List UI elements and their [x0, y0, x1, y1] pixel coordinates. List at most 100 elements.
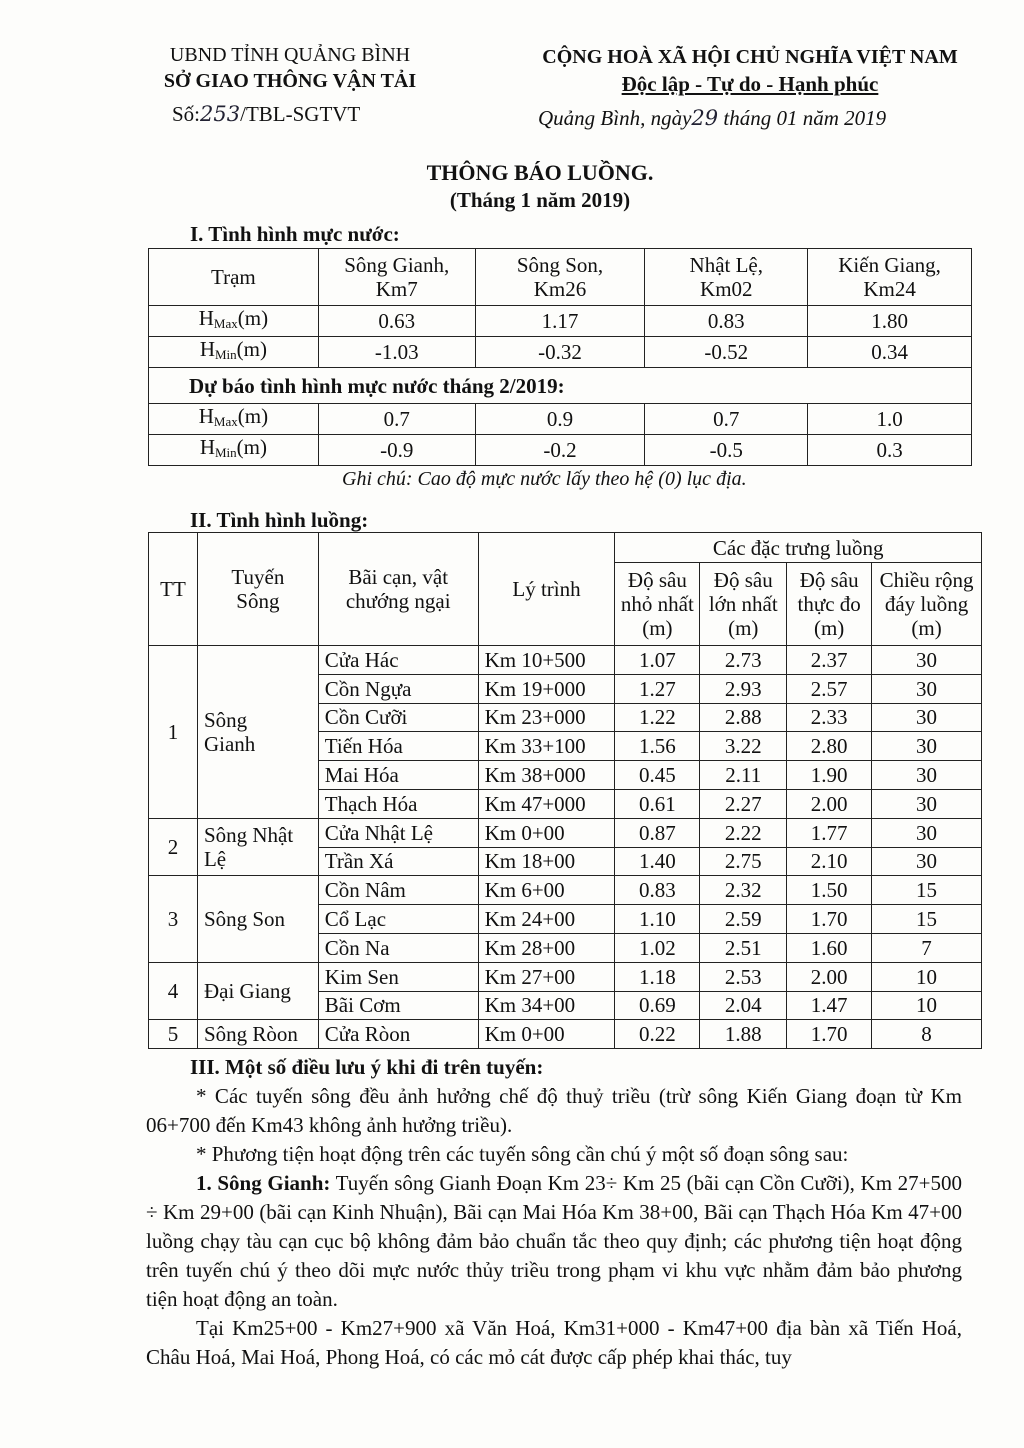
cell: -0.32	[474, 336, 646, 368]
actual-depth-cell: 1.50	[786, 875, 873, 906]
shoal-cell: Cửa Ròon	[317, 1019, 479, 1050]
table-row: 5 Sông Ròon Cửa Ròon Km 0+00 0.22 1.88 1.70 8	[148, 1019, 982, 1050]
table-row: HMin(m) -1.03 -0.32 -0.52 0.34	[148, 336, 972, 368]
date-prefix: Quảng Bình, ngày	[538, 106, 692, 130]
forecast-heading: Dự báo tình hình mực nước tháng 2/2019:	[148, 367, 972, 404]
max-depth-cell: 2.32	[699, 875, 788, 906]
min-depth-cell: 0.83	[614, 875, 701, 906]
min-depth-cell: 0.61	[614, 788, 701, 819]
table-row: Trần Xá Km 18+00 1.40 2.75 2.10 30	[149, 846, 982, 877]
max-depth-cell: 2.93	[699, 673, 788, 704]
km-cell: Km 19+000	[477, 673, 616, 704]
forecast-heading-row: Dự báo tình hình mực nước tháng 2/2019:	[148, 367, 972, 404]
tt-cell: 1	[148, 645, 198, 819]
width-header: Chiều rộng đáy luồng (m)	[871, 562, 982, 646]
max-depth-header: Độ sâu lớn nhất (m)	[699, 562, 788, 646]
min-depth-cell: 1.07	[614, 645, 701, 675]
route-cell: Sông Ròon	[196, 1019, 319, 1050]
km-cell: Km 0+00	[477, 817, 616, 848]
width-cell: 8	[871, 1019, 982, 1050]
km-cell: Km 6+00	[477, 875, 616, 906]
station-header: Sông Son, Km26	[474, 248, 646, 306]
width-cell: 30	[871, 731, 982, 762]
note-paragraph-1: * Các tuyến sông đều ảnh hưởng chế độ th…	[146, 1084, 962, 1137]
km-cell: Km 33+100	[477, 731, 616, 762]
document-title: THÔNG BÁO LUỒNG.	[426, 160, 654, 185]
table-row: Cồn Cưỡi Km 23+000 1.22 2.88 2.33 30	[149, 702, 982, 733]
max-depth-cell: 2.04	[699, 990, 788, 1021]
document-subtitle: (Tháng 1 năm 2019)	[449, 188, 631, 212]
actual-depth-cell: 2.00	[786, 788, 873, 819]
actual-depth-cell: 1.70	[786, 1019, 873, 1050]
handwritten-number: 253	[200, 102, 241, 126]
actual-depth-cell: 2.00	[786, 961, 873, 992]
min-depth-cell: 0.69	[614, 990, 701, 1021]
cell: -1.03	[317, 336, 476, 368]
paragraph-text: Tuyến sông Gianh Đoạn Km 23÷ Km 25 (bãi …	[146, 1171, 962, 1311]
min-depth-cell: 1.18	[614, 961, 701, 992]
km-cell: Km 28+00	[477, 932, 616, 963]
table-row: 4 Đại Giang Kim Sen Km 27+00 1.18 2.53 2.00 10	[148, 961, 982, 1021]
actual-depth-cell: 1.77	[786, 817, 873, 848]
min-depth-cell: 1.10	[614, 904, 701, 934]
table-row: 2 Sông Nhật Lệ Cửa Nhật Lệ Km 0+00 0.87 2.22 1.…	[148, 817, 982, 877]
river-label: 1. Sông Gianh:	[196, 1171, 331, 1195]
width-cell: 30	[871, 702, 982, 733]
table-row: HMax(m) 0.63 1.17 0.83 1.80	[148, 305, 972, 337]
km-cell: Km 34+00	[477, 990, 616, 1021]
shoal-cell: Cồn Ngựa	[317, 673, 479, 704]
tt-cell: 2	[148, 817, 198, 877]
table-row: Thạch Hóa Km 47+000 0.61 2.27 2.00 30	[149, 788, 982, 819]
shoal-header: Bãi cạn, vật chướng ngại	[317, 532, 479, 646]
km-cell: Km 0+00	[477, 1019, 616, 1050]
km-cell: Km 38+000	[477, 760, 616, 790]
min-depth-cell: 0.45	[614, 760, 701, 790]
cell: 1.80	[807, 305, 972, 337]
tt-cell: 4	[148, 961, 198, 1021]
characteristics-header: Các đặc trưng luồng	[614, 532, 982, 563]
note-paragraph-3: 1. Sông Gianh: Tuyến sông Gianh Đoạn Km …	[146, 1169, 962, 1314]
cell: -0.2	[474, 434, 646, 466]
shoal-cell: Cửa Nhật Lệ	[317, 817, 479, 848]
max-depth-cell: 2.11	[699, 760, 788, 790]
national-title: CỘNG HOÀ XÃ HỘI CHỦ NGHĨA VIỆT NAM	[542, 46, 958, 68]
route-cell: Sông Gianh	[196, 645, 319, 819]
cell: 0.7	[317, 403, 476, 435]
shoal-cell: Tiến Hóa	[317, 731, 479, 762]
section3-heading: III. Một số điều lưu ý khi đi trên tuyến…	[190, 1055, 544, 1079]
table-row: Bãi Cơm Km 34+00 0.69 2.04 1.47 10	[149, 990, 982, 1021]
table-header-row: Trạm Sông Gianh, Km7 Sông Son, Km26 Nhật L…	[148, 248, 972, 306]
min-depth-cell: 0.87	[614, 817, 701, 848]
table-row: Cổ Lạc Km 24+00 1.10 2.59 1.70 15	[149, 904, 982, 934]
agency-name: SỞ GIAO THÔNG VẬN TẢI	[163, 70, 417, 92]
cell: 0.3	[807, 434, 972, 466]
max-depth-cell: 2.51	[699, 932, 788, 963]
actual-depth-cell: 1.47	[786, 990, 873, 1021]
actual-depth-cell: 2.33	[786, 702, 873, 733]
km-cell: Km 24+00	[477, 904, 616, 934]
cell: 0.9	[474, 403, 646, 435]
width-cell: 10	[871, 990, 982, 1021]
min-depth-cell: 1.56	[614, 731, 701, 762]
max-depth-cell: 2.59	[699, 904, 788, 934]
water-level-note: Ghi chú: Cao độ mực nước lấy theo hệ (0)…	[342, 468, 747, 490]
width-cell: 30	[871, 817, 982, 848]
cell: -0.9	[317, 434, 476, 466]
note-paragraph-2: * Phương tiện hoạt động trên các tuyến s…	[196, 1142, 849, 1166]
max-depth-cell: 2.27	[699, 788, 788, 819]
date-suffix: tháng 01 năm 2019	[723, 106, 887, 130]
row-label: HMax(m)	[148, 403, 319, 435]
min-depth-cell: 1.40	[614, 846, 701, 877]
cell: -0.5	[644, 434, 809, 466]
max-depth-cell: 2.88	[699, 702, 788, 733]
width-cell: 30	[871, 788, 982, 819]
km-cell: Km 10+500	[477, 645, 616, 675]
route-cell: Sông Nhật Lệ	[196, 817, 319, 877]
km-cell: Km 23+000	[477, 702, 616, 733]
note-paragraph-4: Tại Km25+00 - Km27+900 xã Văn Hoá, Km31+…	[146, 1316, 962, 1369]
km-cell: Km 18+00	[477, 846, 616, 877]
shoal-cell: Cồn Nâm	[317, 875, 479, 906]
actual-depth-cell: 2.57	[786, 673, 873, 704]
actual-depth-cell: 1.90	[786, 760, 873, 790]
agency-parent: UBND TỈNH QUẢNG BÌNH	[169, 44, 411, 66]
